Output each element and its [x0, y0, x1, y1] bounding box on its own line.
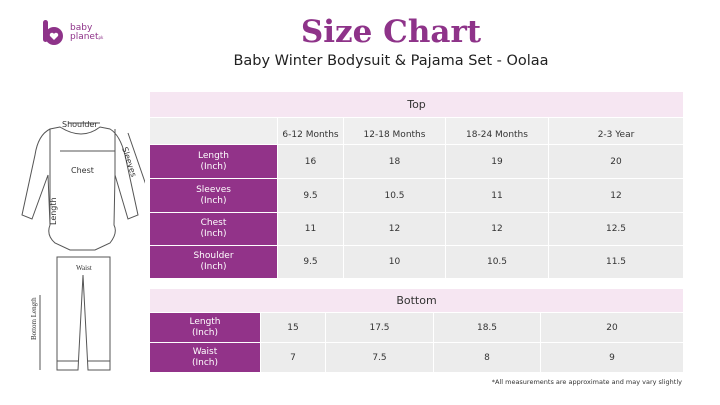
brand-suffix: pk [98, 35, 104, 40]
label-shoulder: Shoulder [62, 120, 98, 129]
baby-planet-logo-icon [43, 20, 63, 45]
cell: 9.5 [278, 246, 343, 278]
brand-logo: baby planetpk [42, 20, 103, 46]
garment-illustration: Shoulder Chest Sleeves Length Waist Bott… [21, 120, 145, 371]
cell: 10.5 [446, 246, 548, 278]
top-table-caption: Top [150, 92, 683, 117]
table-row: Sleeves (Inch) 9.5 10.5 11 12 [150, 179, 683, 212]
cell: 16 [278, 145, 343, 178]
cell: 10.5 [344, 179, 445, 212]
row-label: Waist (Inch) [150, 343, 260, 372]
bottom-table-caption: Bottom [150, 289, 683, 312]
label-chest: Chest [71, 166, 94, 175]
table-row: Shoulder (Inch) 9.5 10 10.5 11.5 [150, 246, 683, 278]
column-header: 2-3 Year [549, 118, 683, 144]
row-label: Length (Inch) [150, 145, 277, 178]
cell: 20 [541, 313, 683, 342]
label-bottom-length: Bottom Length [30, 297, 38, 340]
column-header: 18-24 Months [446, 118, 548, 144]
brand-line1: baby [70, 23, 93, 33]
top-size-table: Top 6-12 Months 12-18 Months 18-24 Month… [149, 91, 684, 279]
row-label: Shoulder (Inch) [150, 246, 277, 278]
column-header: 6-12 Months [278, 118, 343, 144]
label-length: Length [49, 197, 58, 225]
row-label: Chest (Inch) [150, 213, 277, 245]
cell: 12 [344, 213, 445, 245]
bottom-size-table: Bottom Length (Inch) 15 17.5 18.5 20 Waist (I… [149, 288, 684, 373]
cell: 7.5 [326, 343, 433, 372]
top-header-row: 6-12 Months 12-18 Months 18-24 Months 2-… [150, 118, 683, 144]
row-label: Sleeves (Inch) [150, 179, 277, 212]
table-row: Chest (Inch) 11 12 12 12.5 [150, 213, 683, 245]
table-row: Waist (Inch) 7 7.5 8 9 [150, 343, 683, 372]
cell: 18.5 [434, 313, 540, 342]
cell: 17.5 [326, 313, 433, 342]
label-waist: Waist [76, 264, 92, 272]
cell: 9 [541, 343, 683, 372]
cell: 12 [549, 179, 683, 212]
cell: 12 [446, 213, 548, 245]
cell: 20 [549, 145, 683, 178]
cell: 11.5 [549, 246, 683, 278]
cell: 18 [344, 145, 445, 178]
cell: 15 [261, 313, 325, 342]
cell: 19 [446, 145, 548, 178]
cell: 10 [344, 246, 445, 278]
cell: 8 [434, 343, 540, 372]
cell: 11 [446, 179, 548, 212]
row-label: Length (Inch) [150, 313, 260, 342]
page-subtitle: Baby Winter Bodysuit & Pajama Set - Oola… [233, 53, 549, 69]
label-sleeves: Sleeves [120, 146, 138, 178]
table-row: Length (Inch) 15 17.5 18.5 20 [150, 313, 683, 342]
footnote: *All measurements are approximate and ma… [491, 378, 682, 386]
cell: 9.5 [278, 179, 343, 212]
column-header: 12-18 Months [344, 118, 445, 144]
cell: 12.5 [549, 213, 683, 245]
page-title: Size Chart [300, 14, 482, 50]
cell: 11 [278, 213, 343, 245]
table-row: Length (Inch) 16 18 19 20 [150, 145, 683, 178]
brand-line2: planet [70, 32, 99, 42]
cell: 7 [261, 343, 325, 372]
